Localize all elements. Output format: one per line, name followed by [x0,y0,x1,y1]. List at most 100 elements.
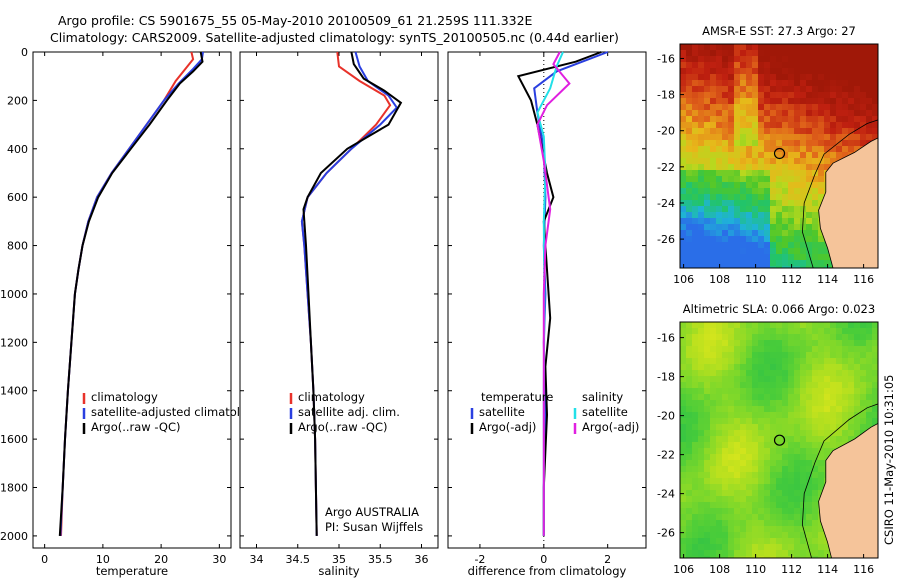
map-cell [740,134,746,140]
map-cell [812,98,818,104]
map-cell [848,388,854,394]
map-cell [764,334,770,340]
map-cell [734,236,740,242]
map-cell [704,352,710,358]
map-cell [782,472,788,478]
map-cell [782,418,788,424]
map-cell [806,484,812,490]
map-cell [716,502,722,508]
map-cell [710,496,716,502]
map-cell [680,406,686,412]
map-frame [679,321,879,559]
map-cell [806,170,812,176]
map-cell [680,502,686,508]
map-cell [788,406,794,412]
map-cell [770,328,776,334]
map-cell [710,248,716,254]
map-cell [788,334,794,340]
map-cell [794,170,800,176]
map-cell [794,526,800,532]
map-cell [872,74,878,80]
map-cell [776,358,782,364]
map-cell [680,122,686,128]
map-cell [788,86,794,92]
map-cell [740,128,746,134]
map-cell [794,532,800,538]
map-cell [740,194,746,200]
map-cell [794,134,800,140]
map-cell [722,550,728,556]
map-cell [716,104,722,110]
map-cell [842,98,848,104]
map-cell [788,98,794,104]
map-cell [752,218,758,224]
map-cell [728,68,734,74]
map-cell [746,388,752,394]
map-cell [692,134,698,140]
map-cell [800,424,806,430]
map-cell [830,388,836,394]
annotation-pi-name: PI: Susan Wijffels [325,520,423,534]
map-cell [764,532,770,538]
map-cell [782,266,788,268]
map-cell [728,140,734,146]
map-cell [734,358,740,364]
map-cell [758,538,764,544]
map-cell [740,472,746,478]
map-cell [836,424,842,430]
map-cell [728,260,734,266]
legend-label: Argo(..raw -QC) [91,420,181,434]
map-cell [764,188,770,194]
map-cell [692,218,698,224]
map-cell [842,370,848,376]
map-cell [686,388,692,394]
map-cell [698,550,704,556]
map-cell [776,352,782,358]
map-cell [770,266,776,268]
map-cell [782,62,788,68]
map-cell [710,122,716,128]
map-cell [710,170,716,176]
map-cell [830,104,836,110]
map-cell [818,418,824,424]
map-cell [740,544,746,550]
map-cell [836,92,842,98]
map-cell [716,520,722,526]
map-cell [818,86,824,92]
map-cell [722,508,728,514]
map-cell [872,346,878,352]
map-cell [818,164,824,170]
map-cell [704,122,710,128]
map-cell [758,514,764,520]
map-cell [686,116,692,122]
map-cell [788,134,794,140]
map-cell [794,538,800,544]
map-cell [776,382,782,388]
map-cell [764,86,770,92]
map-cell [854,98,860,104]
map-cell [872,134,878,140]
map-cell [740,50,746,56]
map-cell [764,346,770,352]
map-cell [680,364,686,370]
sla-map-panel: 106 108 110 112 114 116-16-18-20-22-24-26Alti… [657,302,879,576]
map-cell [770,406,776,412]
map-cell [710,472,716,478]
x-axis-label: salinity [318,564,359,578]
map-cell [752,424,758,430]
map-cell [692,176,698,182]
map-cell [740,146,746,152]
map-cell [848,358,854,364]
map-cell [758,236,764,242]
map-cell [770,200,776,206]
y-tick-label: -22 [657,449,675,462]
map-cell [758,152,764,158]
map-cell [686,92,692,98]
map-cell [752,418,758,424]
map-cell [818,74,824,80]
map-cell [800,484,806,490]
map-cell [776,92,782,98]
map-cell [704,370,710,376]
map-cell [788,128,794,134]
map-cell [686,212,692,218]
